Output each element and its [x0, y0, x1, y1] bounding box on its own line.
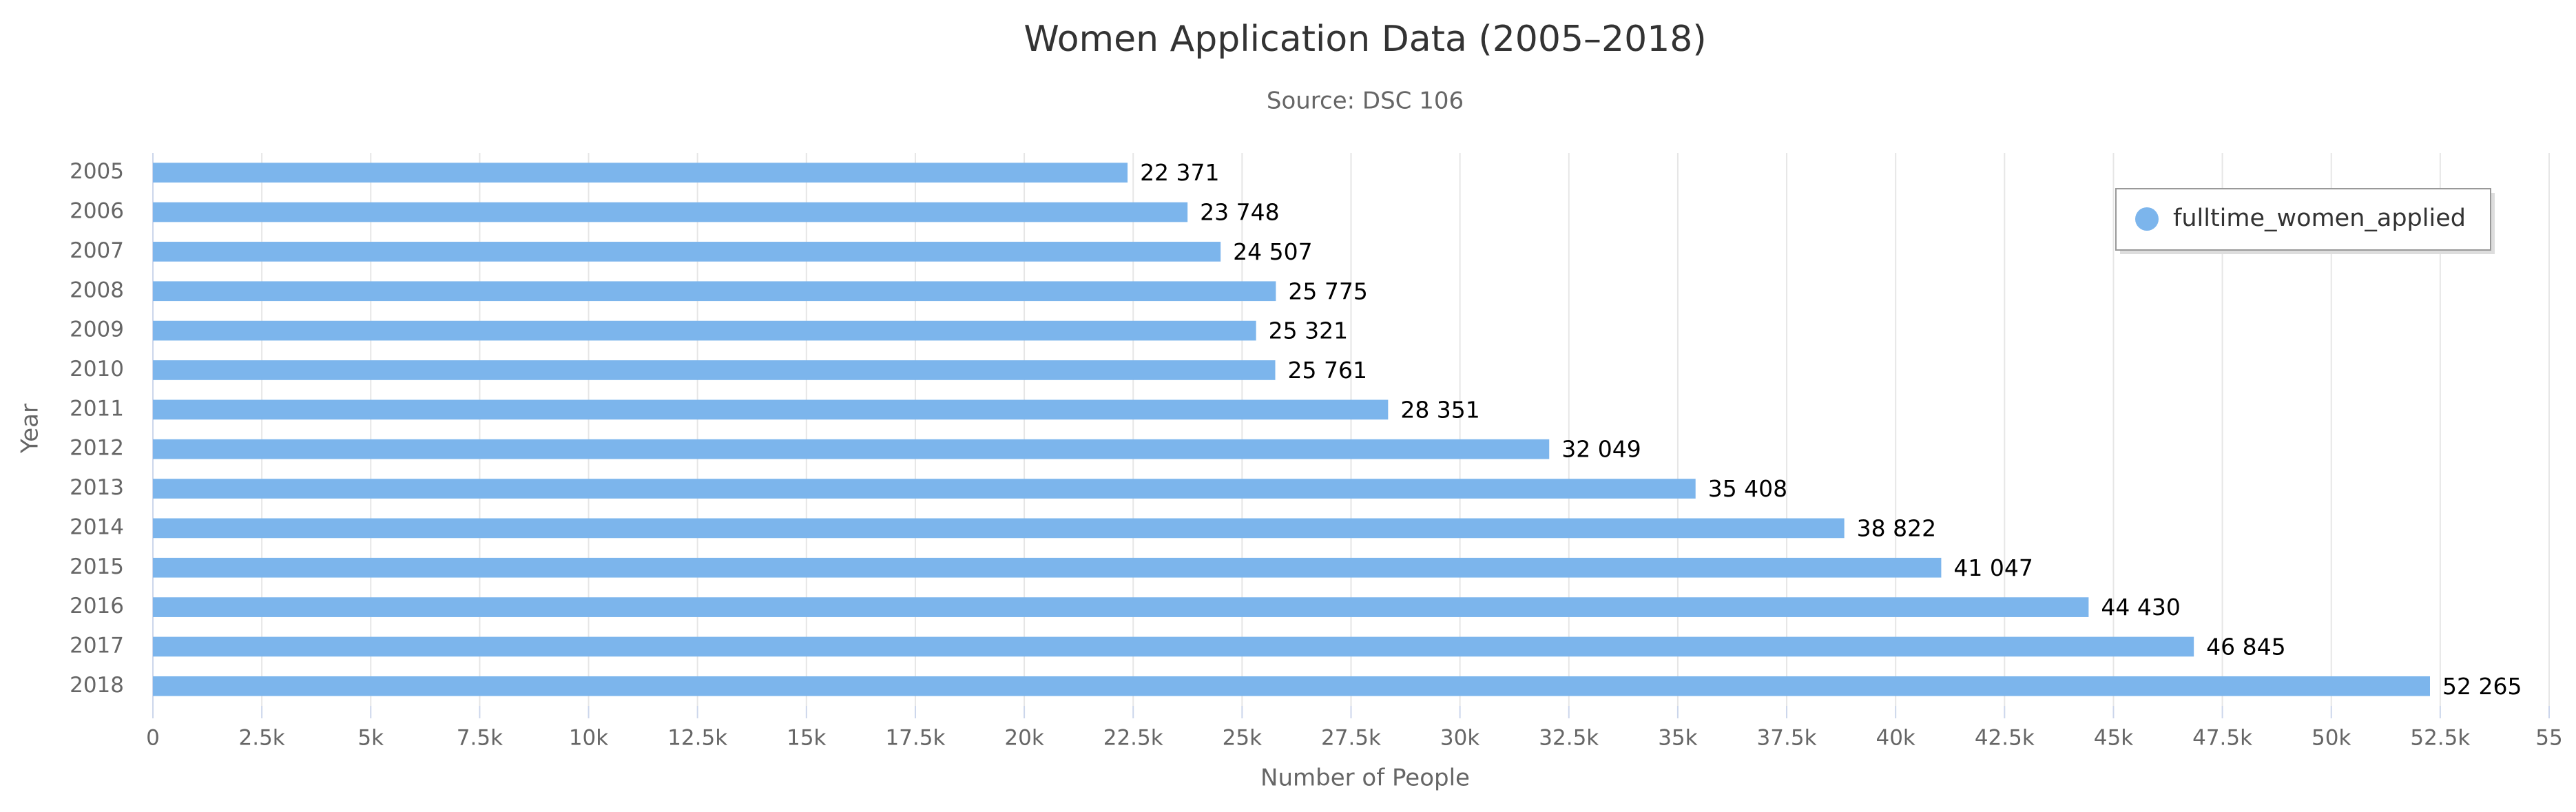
y-tick-label: 2008	[70, 278, 124, 302]
data-label: 23 748	[1200, 199, 1279, 226]
y-tick-label: 2013	[70, 475, 124, 500]
bar	[153, 320, 1256, 341]
data-label: 24 507	[1233, 238, 1312, 265]
y-tick-label: 2015	[70, 554, 124, 579]
data-label: 41 047	[1953, 554, 2033, 581]
x-tick-label: 30k	[1440, 726, 1479, 751]
bar	[153, 281, 1276, 302]
y-tick-label: 2011	[70, 396, 124, 421]
y-tick-label: 2009	[70, 317, 124, 342]
x-tick-label: 27.5k	[1321, 726, 1381, 751]
y-axis-title: Year	[17, 404, 44, 454]
x-tick-label: 45k	[2094, 726, 2133, 751]
bar	[153, 597, 2089, 617]
x-tick-label: 15k	[787, 726, 826, 751]
x-tick-label: 25k	[1223, 726, 1262, 751]
data-label: 38 822	[1857, 514, 1936, 541]
x-tick-label: 22.5k	[1103, 726, 1163, 751]
data-label: 28 351	[1400, 396, 1479, 423]
x-tick-label: 47.5k	[2192, 726, 2252, 751]
bar	[153, 163, 1128, 183]
bar	[153, 557, 1942, 578]
x-tick-label: 35k	[1658, 726, 1697, 751]
x-tick-label: 42.5k	[1975, 726, 2035, 751]
bar	[153, 439, 1550, 459]
data-label: 46 845	[2206, 633, 2285, 660]
data-label: 22 371	[1140, 159, 1219, 186]
legend-marker	[2135, 207, 2159, 231]
y-tick-label: 2016	[70, 594, 124, 618]
bar	[153, 242, 1221, 262]
bar	[153, 636, 2194, 657]
bar	[153, 518, 1845, 539]
y-tick-label: 2012	[70, 436, 124, 461]
x-tick-label: 7.5k	[457, 726, 503, 751]
chart-subtitle: Source: DSC 106	[1267, 87, 1464, 115]
x-tick-label: 52.5k	[2410, 726, 2470, 751]
bar	[153, 479, 1696, 499]
x-tick-label: 40k	[1876, 726, 1915, 751]
x-tick-label: 10k	[569, 726, 608, 751]
x-tick-label: 20k	[1004, 726, 1043, 751]
x-tick-label: 0	[146, 726, 160, 751]
x-tick-label: 12.5k	[667, 726, 727, 751]
data-label: 35 408	[1708, 475, 1787, 502]
data-label: 25 775	[1288, 278, 1367, 304]
y-tick-label: 2007	[70, 238, 124, 263]
bar	[153, 360, 1276, 380]
x-tick-label: 32.5k	[1539, 726, 1599, 751]
x-tick-label: 50k	[2312, 726, 2351, 751]
bar	[153, 676, 2430, 696]
data-label: 25 321	[1269, 317, 1348, 344]
data-label: 32 049	[1561, 436, 1641, 463]
x-tick-label: 2.5k	[239, 726, 285, 751]
y-tick-label: 2018	[70, 673, 124, 698]
x-tick-label: 5k	[357, 726, 384, 751]
bar	[153, 399, 1389, 420]
y-tick-label: 2017	[70, 633, 124, 658]
legend-label: fulltime_women_applied	[2173, 205, 2466, 232]
y-tick-label: 2010	[70, 357, 124, 382]
y-tick-label: 2014	[70, 514, 124, 539]
bar	[153, 202, 1188, 222]
y-tick-label: 2006	[70, 199, 124, 224]
x-tick-label: 17.5k	[885, 726, 945, 751]
legend-box	[2115, 188, 2491, 251]
x-tick-label: 37.5k	[1757, 726, 1817, 751]
x-tick-label: 55	[2535, 726, 2562, 751]
data-label: 25 761	[1288, 357, 1367, 384]
x-axis-title: Number of People	[1260, 764, 1470, 792]
data-label: 52 265	[2442, 673, 2522, 700]
y-tick-label: 2005	[70, 159, 124, 184]
chart-title: Women Application Data (2005–2018)	[1024, 19, 1706, 60]
data-label: 44 430	[2101, 594, 2180, 621]
